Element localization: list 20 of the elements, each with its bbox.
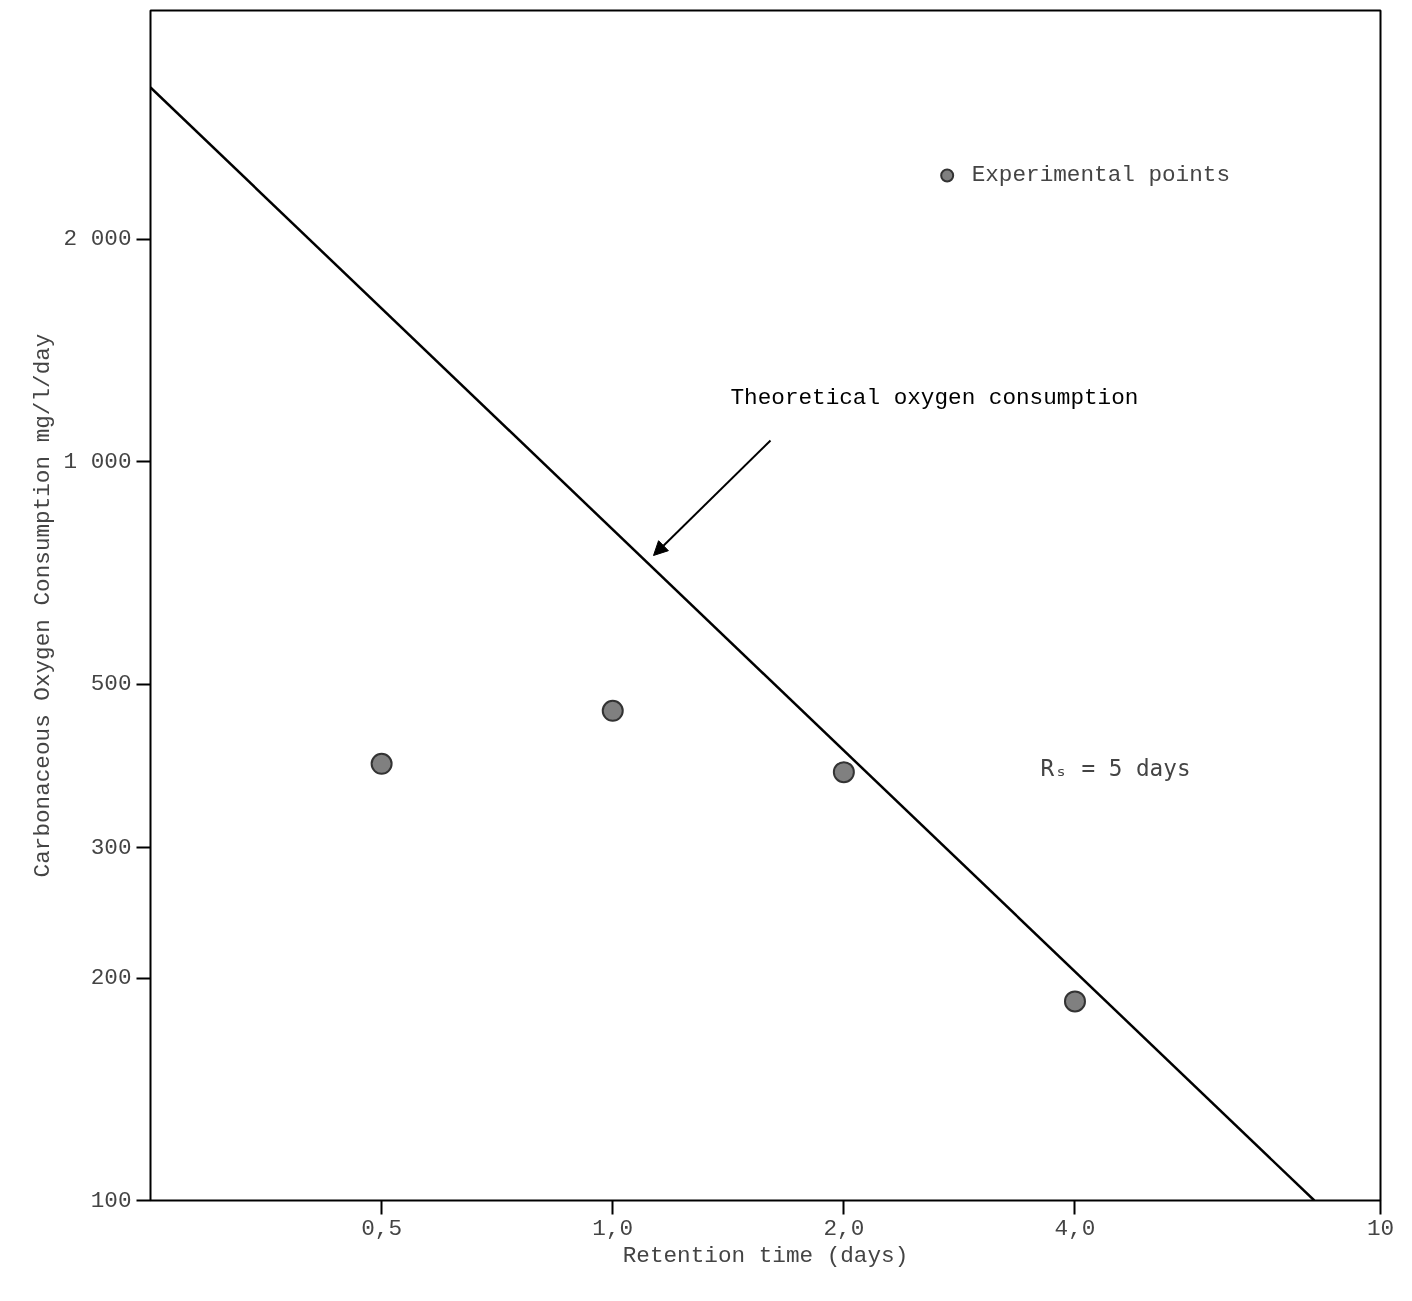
x-tick-label: 2,0 — [823, 1215, 865, 1242]
x-axis-title: Retention time (days) — [622, 1242, 909, 1269]
text: Theoretical oxygen consumption — [730, 384, 1139, 411]
y-tick-label: 100 — [90, 1187, 132, 1214]
legend-label: Experimental points — [971, 162, 1230, 188]
y-tick-label: 300 — [90, 834, 132, 861]
x-tick-label: 10 — [1366, 1215, 1395, 1242]
y-tick-label: 2 000 — [63, 226, 132, 253]
y-tick-label: 200 — [90, 965, 132, 992]
point — [832, 761, 855, 784]
y-axis-title: Carbonaceous Oxygen Consumption mg/l/day — [29, 333, 56, 878]
x-tick-label: 1,0 — [592, 1215, 634, 1242]
y-tick-label: 1 000 — [63, 448, 132, 475]
point — [1063, 990, 1086, 1013]
annotation: Rₛ = 5 days — [1040, 754, 1191, 781]
point — [601, 699, 624, 722]
y-tick-label: 500 — [90, 671, 132, 698]
point — [370, 752, 393, 775]
x-tick-label: 0,5 — [361, 1215, 403, 1242]
x-tick-label: 4,0 — [1054, 1215, 1096, 1242]
